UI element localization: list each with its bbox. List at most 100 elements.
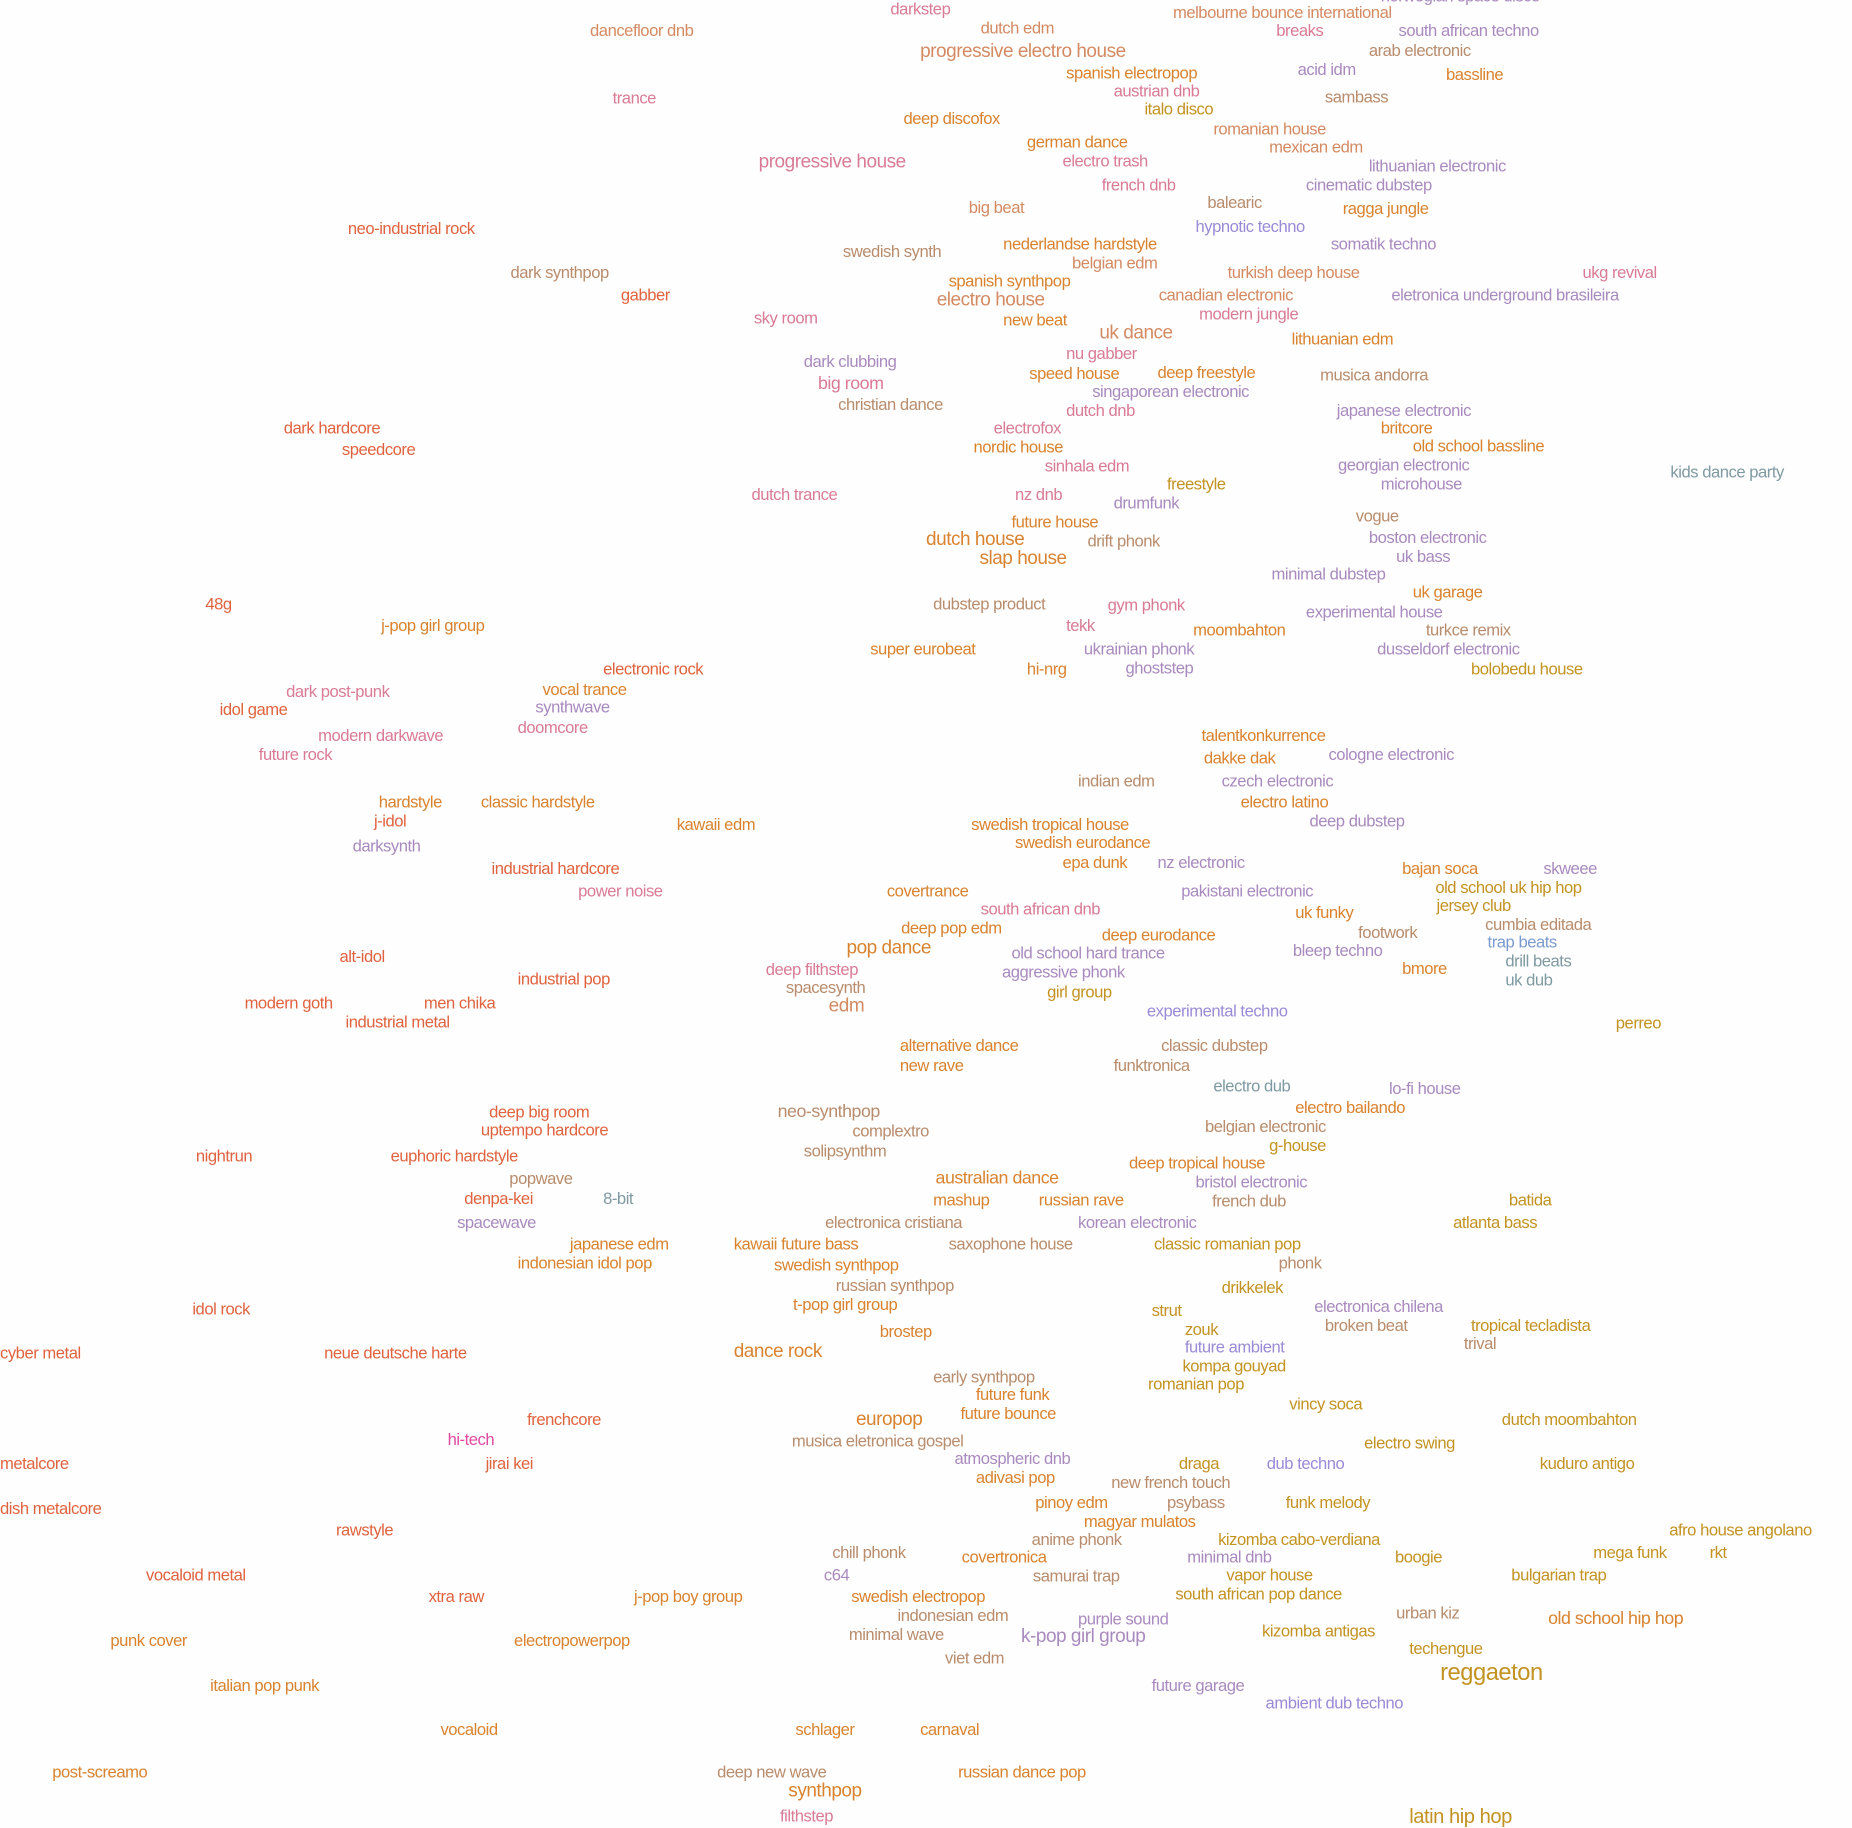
genre-label[interactable]: jirai kei	[485, 1453, 534, 1473]
genre-label[interactable]: big beat	[968, 197, 1025, 217]
genre-label[interactable]: neo-industrial rock	[347, 218, 475, 238]
genre-label[interactable]: belgian electronic	[1205, 1116, 1326, 1136]
genre-label[interactable]: ukrainian phonk	[1083, 639, 1195, 659]
genre-label[interactable]: kompa gouyad	[1182, 1356, 1286, 1376]
genre-label[interactable]: future house	[1011, 512, 1099, 532]
genre-label[interactable]: speed house	[1029, 363, 1120, 383]
genre-label[interactable]: frenchcore	[527, 1409, 601, 1429]
genre-label[interactable]: zouk	[1184, 1319, 1219, 1339]
genre-label[interactable]: 8-bit	[603, 1188, 634, 1208]
genre-label[interactable]: spanish electropop	[1066, 63, 1198, 83]
genre-label[interactable]: latin hip hop	[1409, 1805, 1512, 1828]
genre-label[interactable]: russian synthpop	[835, 1275, 955, 1295]
genre-label[interactable]: italo disco	[1144, 98, 1214, 118]
genre-label[interactable]: experimental techno	[1146, 1001, 1288, 1021]
genre-label[interactable]: swedish eurodance	[1015, 832, 1151, 852]
genre-label[interactable]: trap beats	[1487, 932, 1558, 952]
genre-label[interactable]: slap house	[979, 548, 1067, 569]
genre-label[interactable]: dancefloor dnb	[590, 20, 694, 40]
genre-label[interactable]: old school bassline	[1412, 436, 1545, 456]
genre-label[interactable]: filthstep	[779, 1806, 834, 1826]
genre-label[interactable]: italian pop punk	[210, 1675, 319, 1695]
genre-label[interactable]: austrian dnb	[1113, 81, 1200, 101]
genre-label[interactable]: uptempo hardcore	[480, 1119, 609, 1139]
genre-label[interactable]: kids dance party	[1670, 462, 1784, 482]
genre-label[interactable]: schlager	[795, 1719, 855, 1739]
genre-label[interactable]: mega funk	[1593, 1542, 1667, 1562]
genre-label[interactable]: sinhala edm	[1044, 456, 1130, 476]
genre-label[interactable]: arab electronic	[1368, 40, 1471, 60]
genre-label[interactable]: swedish synthpop	[774, 1255, 899, 1275]
genre-label[interactable]: j-pop girl group	[381, 615, 485, 635]
genre-label[interactable]: denpa-kei	[464, 1188, 533, 1208]
genre-label[interactable]: melbourne bounce international	[1172, 2, 1392, 22]
genre-label[interactable]: boogie	[1394, 1547, 1443, 1567]
genre-label[interactable]: early synthpop	[933, 1366, 1035, 1386]
genre-label[interactable]: acid idm	[1297, 59, 1357, 79]
genre-label[interactable]: romanian house	[1213, 119, 1326, 139]
genre-label[interactable]: hardstyle	[378, 792, 443, 812]
genre-label[interactable]: vincy soca	[1289, 1394, 1363, 1414]
genre-label[interactable]: viet edm	[945, 1648, 1005, 1668]
genre-label[interactable]: gabber	[620, 285, 670, 305]
genre-label[interactable]: russian rave	[1038, 1189, 1124, 1209]
genre-label[interactable]: drikkelek	[1221, 1277, 1284, 1297]
genre-label[interactable]: lithuanian edm	[1291, 329, 1394, 349]
genre-label[interactable]: czech electronic	[1221, 770, 1334, 790]
genre-label[interactable]: sambass	[1324, 87, 1389, 107]
genre-label[interactable]: electro trash	[1062, 151, 1149, 171]
genre-label[interactable]: 48g	[205, 593, 232, 613]
genre-label[interactable]: industrial metal	[345, 1011, 450, 1031]
genre-label[interactable]: minimal dubstep	[1271, 564, 1386, 584]
genre-label[interactable]: afro house angolano	[1669, 1519, 1812, 1539]
genre-label[interactable]: australian dance	[935, 1167, 1060, 1189]
genre-label[interactable]: nz dnb	[1015, 484, 1063, 504]
genre-label[interactable]: freestyle	[1167, 474, 1226, 494]
genre-label[interactable]: electro swing	[1364, 1433, 1455, 1453]
genre-label[interactable]: balearic	[1207, 192, 1262, 212]
genre-label[interactable]: drift phonk	[1087, 531, 1160, 551]
genre-label[interactable]: nordic house	[973, 437, 1064, 457]
genre-label[interactable]: magyar mulatos	[1083, 1511, 1196, 1531]
genre-label[interactable]: kawaii future bass	[733, 1233, 859, 1253]
genre-label[interactable]: deep pop edm	[901, 918, 1002, 938]
genre-label[interactable]: uk dance	[1099, 323, 1173, 344]
genre-label[interactable]: post-screamo	[52, 1762, 148, 1782]
genre-label[interactable]: spacewave	[457, 1212, 536, 1232]
genre-label[interactable]: swedish tropical house	[971, 814, 1129, 834]
genre-label[interactable]: industrial pop	[517, 969, 611, 989]
genre-label[interactable]: japanese electronic	[1336, 400, 1472, 420]
genre-label[interactable]: indian edm	[1077, 770, 1155, 790]
genre-label[interactable]: nz electronic	[1157, 852, 1246, 872]
genre-label[interactable]: moombahton	[1193, 620, 1286, 640]
genre-label[interactable]: progressive house	[758, 152, 907, 173]
genre-label[interactable]: idol game	[219, 699, 288, 719]
genre-label[interactable]: ragga jungle	[1342, 198, 1429, 218]
genre-label[interactable]: uk funky	[1295, 902, 1354, 922]
genre-label[interactable]: atmospheric dnb	[954, 1448, 1071, 1468]
genre-label[interactable]: dutch trance	[751, 484, 838, 504]
genre-label[interactable]: cyber metal	[0, 1343, 81, 1363]
genre-label[interactable]: deep dubstep	[1309, 811, 1405, 831]
genre-label[interactable]: t-pop girl group	[793, 1294, 898, 1314]
genre-label[interactable]: spanish synthpop	[948, 271, 1071, 291]
genre-label[interactable]: microhouse	[1380, 474, 1463, 494]
genre-label[interactable]: turkish deep house	[1227, 262, 1360, 282]
genre-label[interactable]: modern jungle	[1199, 304, 1299, 324]
genre-label[interactable]: minimal wave	[848, 1624, 944, 1644]
genre-label[interactable]: dub techno	[1266, 1453, 1345, 1473]
genre-label[interactable]: pakistani electronic	[1181, 881, 1314, 901]
genre-label[interactable]: belgian edm	[1072, 253, 1158, 273]
genre-label[interactable]: britcore	[1380, 418, 1433, 438]
genre-label[interactable]: neue deutsche harte	[324, 1343, 467, 1363]
genre-label[interactable]: minimal dnb	[1187, 1547, 1272, 1567]
genre-label[interactable]: deep discofox	[903, 108, 1000, 128]
genre-label[interactable]: anime phonk	[1031, 1529, 1122, 1549]
genre-label[interactable]: tropical tecladista	[1470, 1315, 1591, 1335]
genre-label[interactable]: electronica chilena	[1314, 1296, 1443, 1316]
genre-label[interactable]: spacesynth	[785, 977, 866, 997]
genre-label[interactable]: nu gabber	[1066, 343, 1137, 363]
genre-label[interactable]: musica eletronica gospel	[791, 1430, 964, 1450]
genre-label[interactable]: lithuanian electronic	[1368, 155, 1506, 175]
genre-label[interactable]: adivasi pop	[975, 1467, 1055, 1487]
